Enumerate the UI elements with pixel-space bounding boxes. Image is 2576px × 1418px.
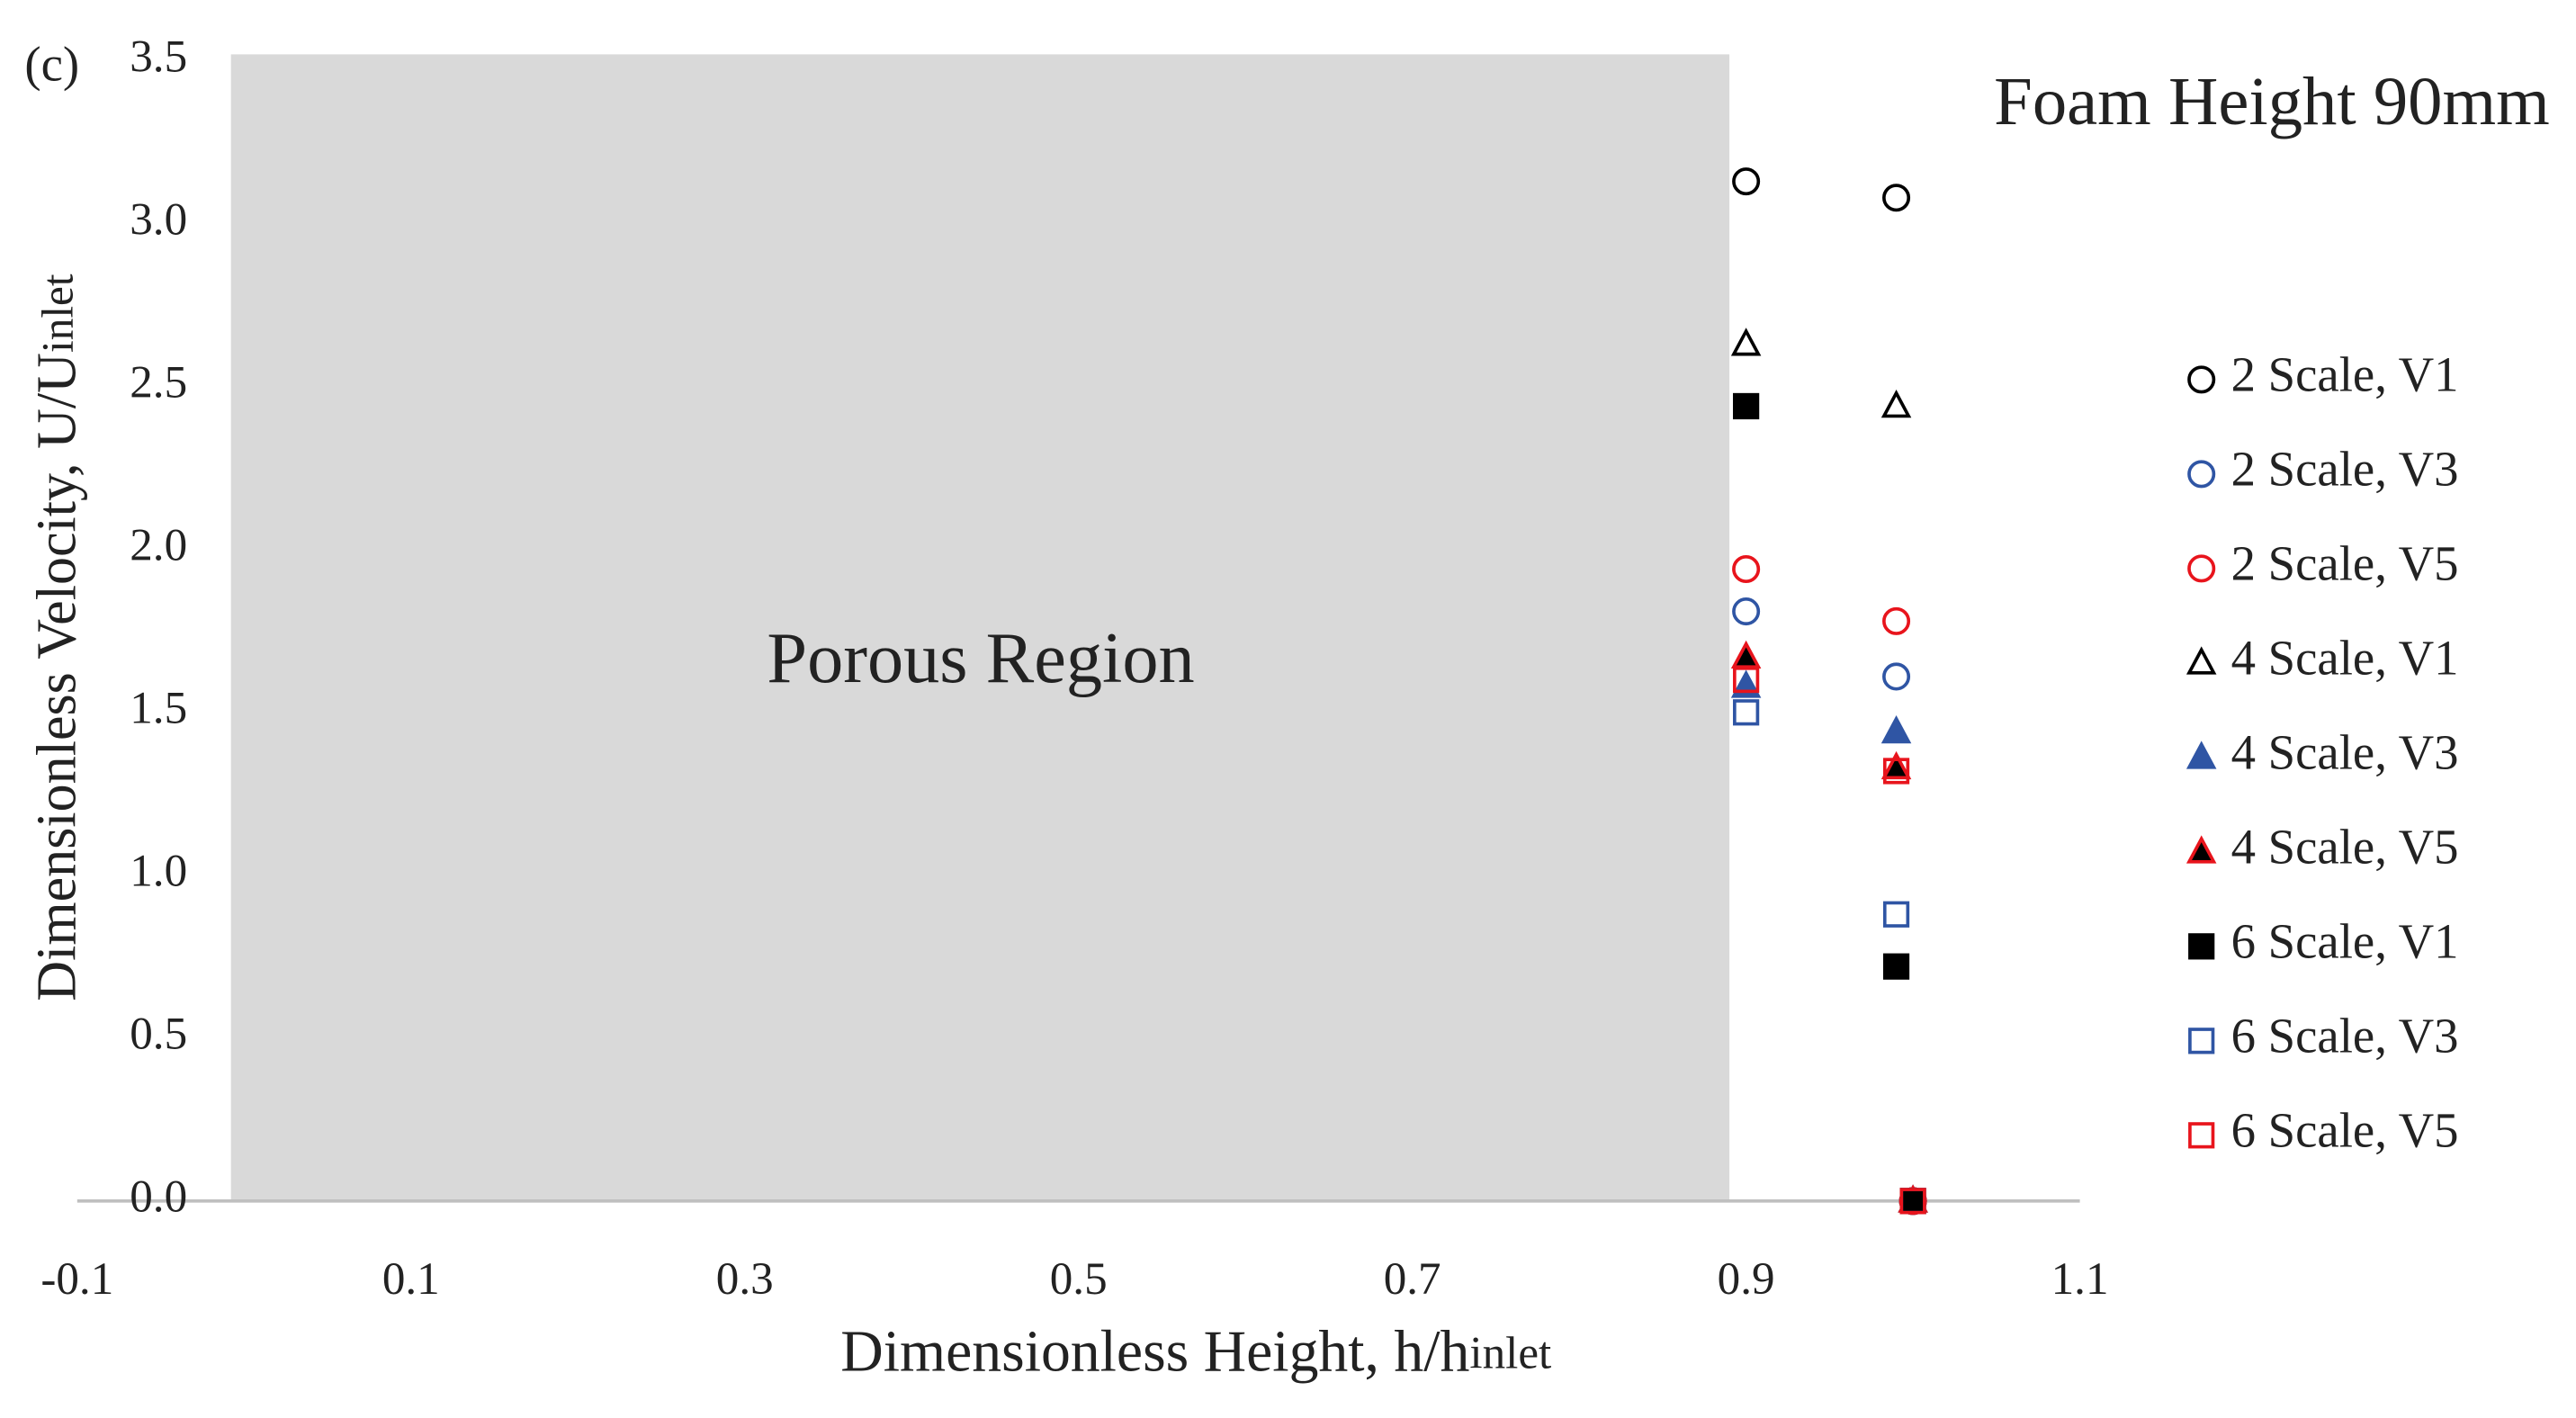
x-axis-label: Dimensionless Height, h/hinlet [840, 1318, 1551, 1384]
legend-marker [2188, 933, 2215, 960]
legend-marker [2187, 554, 2216, 583]
marker-circle [1882, 662, 1911, 691]
y-tick-label: 0.0 [130, 1171, 187, 1223]
marker-square [1882, 901, 1910, 928]
marker-circle [1882, 184, 1911, 212]
marker-triangle [1880, 750, 1912, 780]
legend-label: 4 Scale, V3 [2231, 724, 2459, 779]
y-tick-label: 2.0 [130, 519, 187, 570]
legend-marker [2186, 835, 2217, 864]
marker-circle [1732, 597, 1761, 626]
legend-label: 2 Scale, V1 [2231, 346, 2459, 401]
legend-marker [2186, 740, 2217, 769]
legend-label: 6 Scale, V5 [2231, 1102, 2459, 1157]
marker-square [1733, 392, 1760, 420]
marker-square [1733, 699, 1760, 726]
marker-square [1899, 1188, 1926, 1215]
legend-marker [2188, 1028, 2215, 1055]
marker-triangle [1730, 328, 1762, 356]
x-axis-label-text: Dimensionless Height, h/h [840, 1318, 1469, 1384]
panel-label: (c) [24, 36, 79, 91]
marker-triangle [1730, 640, 1762, 669]
marker-square [1733, 666, 1760, 694]
porous-region [230, 54, 1730, 1201]
x-tick-label: 0.5 [1050, 1253, 1108, 1305]
y-tick-label: 1.5 [130, 683, 187, 734]
legend-label: 2 Scale, V5 [2231, 535, 2459, 590]
marker-circle [1732, 167, 1761, 196]
marker-triangle [1880, 389, 1912, 418]
x-tick-label: -0.1 [40, 1253, 113, 1305]
legend-marker [2187, 365, 2216, 394]
y-tick-label: 3.5 [130, 31, 187, 82]
legend-label: 4 Scale, V1 [2231, 630, 2459, 685]
x-tick-label: 0.9 [1718, 1253, 1775, 1305]
legend-label: 6 Scale, V1 [2231, 913, 2459, 968]
legend-label: 6 Scale, V3 [2231, 1008, 2459, 1063]
region-label: Porous Region [767, 618, 1194, 698]
y-axis-label-text: Dimensionless Velocity, U/U [27, 353, 88, 1001]
marker-square [1882, 953, 1910, 980]
marker-square [1882, 758, 1910, 785]
y-axis-label-subscript: inlet [33, 274, 83, 353]
x-tick-label: 0.7 [1384, 1253, 1441, 1305]
x-tick-label: 0.3 [716, 1253, 774, 1305]
chart-title: Foam Height 90mm [1994, 63, 2550, 139]
marker-square [1899, 1188, 1926, 1215]
marker-triangle [1880, 715, 1912, 744]
x-tick-label: 0.1 [382, 1253, 440, 1305]
y-tick-label: 3.0 [130, 193, 187, 245]
y-tick-label: 2.5 [130, 356, 187, 408]
marker-circle [1882, 606, 1911, 635]
legend-marker [2188, 1122, 2215, 1149]
y-axis-label: Dimensionless Velocity, U/Uinlet [27, 274, 88, 1001]
y-tick-label: 1.0 [130, 846, 187, 897]
y-tick-label: 0.5 [130, 1009, 187, 1060]
legend-label: 2 Scale, V3 [2231, 441, 2459, 496]
legend-marker [2186, 646, 2217, 675]
x-axis-label-subscript: inlet [1469, 1327, 1551, 1378]
marker-circle [1732, 554, 1761, 584]
legend-marker [2187, 460, 2216, 489]
legend-label: 4 Scale, V5 [2231, 819, 2459, 874]
x-tick-label: 1.1 [2051, 1253, 2109, 1305]
